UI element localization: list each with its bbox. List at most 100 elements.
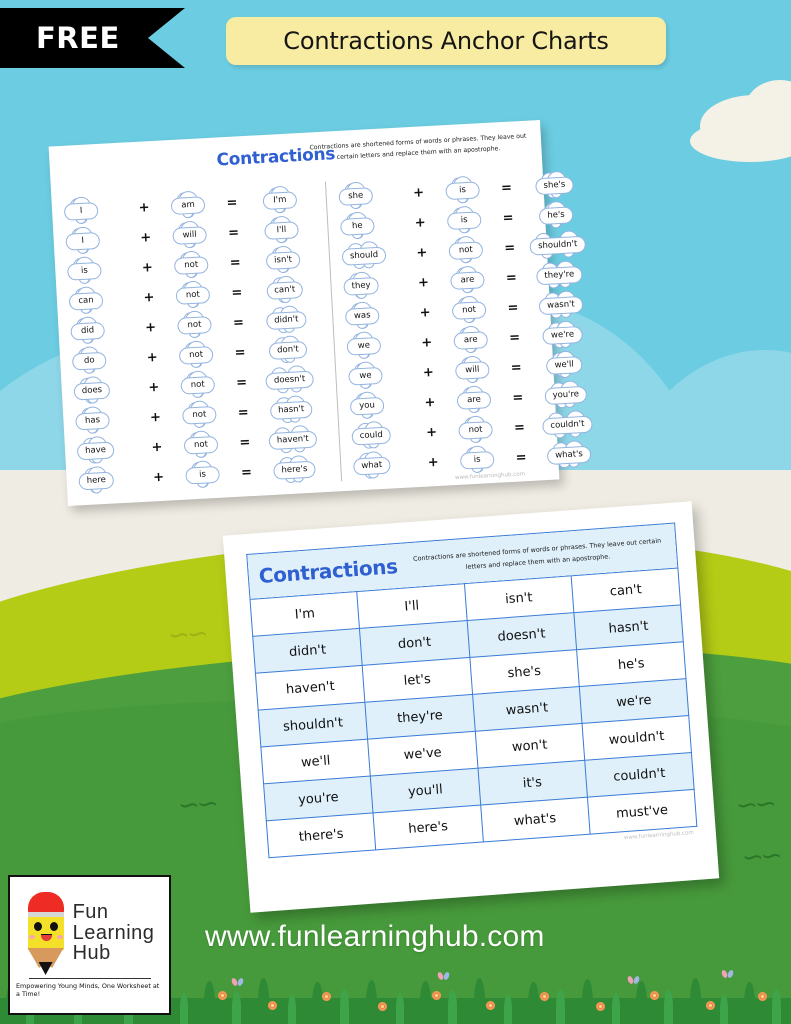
cloud-word-label: is	[80, 265, 89, 276]
cloud-word-label: couldn't	[550, 419, 585, 431]
worksheet2-title: Contractions	[257, 554, 399, 589]
cloud-word: I'll	[241, 219, 322, 243]
flower-icon	[758, 992, 767, 1001]
cloud-word-label: will	[182, 229, 197, 241]
cloud-word-label: should	[349, 249, 379, 262]
cloud-word: does	[73, 379, 146, 404]
cloud-word-label: do	[83, 355, 95, 366]
worksheet-table-chart: Contractions Contractions are shortened …	[222, 501, 720, 913]
cloud-word: can	[68, 289, 142, 314]
cloud-word: not	[158, 315, 231, 338]
cloud-word-label: don't	[276, 344, 300, 356]
cloud-word: here	[78, 469, 151, 494]
flower-icon	[486, 1001, 495, 1010]
plus-operator: +	[144, 319, 157, 336]
cloud-word: she's	[514, 175, 595, 199]
cloud-shape-icon: is	[66, 261, 102, 284]
logo-wordmark: Fun Learning Hub	[72, 902, 155, 965]
cloud-word-label: not	[185, 289, 201, 301]
cloud-shape-icon: we're	[542, 325, 583, 348]
cloud-word: we're	[522, 324, 603, 348]
cloud-shape-icon: not	[448, 240, 484, 263]
cloud-word-label: could	[359, 429, 384, 442]
equals-operator: =	[240, 464, 253, 481]
plus-operator: +	[414, 214, 427, 231]
cloud-word-label: can	[78, 295, 94, 307]
flower-icon	[268, 1001, 277, 1010]
cloud-word: wasn't	[521, 294, 602, 319]
cloud-word: hasn't	[251, 399, 332, 423]
equals-operator: =	[226, 194, 238, 211]
flower-icon	[596, 1002, 605, 1011]
butterfly-icon	[720, 969, 735, 979]
cloud-word-label: is	[473, 454, 481, 466]
cloud-word: is	[428, 210, 501, 234]
cloud-word: here's	[254, 459, 335, 483]
cloud-word: are	[431, 270, 504, 293]
bush-icon: ∽∽	[734, 788, 775, 822]
cloud-word: you	[349, 394, 423, 419]
cloud-word-label: he	[351, 220, 363, 232]
cloud-word-label: here's	[281, 464, 308, 476]
cloud-word: not	[155, 255, 228, 278]
worksheet1-right-column: she + is = she's he + is = he's should + not = shouldn…	[324, 167, 610, 482]
equals-operator: =	[502, 210, 515, 226]
cloud-word-label: did	[80, 325, 95, 337]
cloud-shape-icon: I'm	[262, 190, 298, 213]
cloud-shape-icon: has	[75, 411, 110, 434]
cloud-word-label: what	[361, 459, 383, 472]
cloud-word: can't	[244, 279, 325, 303]
poster-title-pill: Contractions Anchor Charts	[226, 17, 666, 65]
plus-operator: +	[151, 439, 163, 455]
cloud-shape-icon: I	[63, 201, 99, 224]
worksheet-cloud-chart: Contractions Contractions are shortened …	[48, 119, 610, 507]
cloud-word-label: not	[184, 259, 199, 271]
worksheet1-left-column: I + am = I'm I + will = I'll is + not = isn't can + not = c…	[63, 182, 341, 496]
cloud-shape-icon: not	[458, 420, 494, 443]
cloud-word-label: not	[188, 349, 204, 361]
cloud-shape-icon: does	[73, 381, 111, 404]
cloud-word: has	[75, 409, 148, 434]
contractions-table: Contractions Contractions are shortened …	[246, 523, 697, 859]
cloud-shape-icon: shouldn't	[529, 235, 586, 259]
cloud-shape-icon: was	[344, 306, 380, 329]
cloud-word: is	[166, 464, 239, 488]
worksheet1-description: Contractions are shortened forms of word…	[309, 132, 527, 162]
logo-line-3: Hub	[72, 942, 111, 965]
logo-row: Fun Learning Hub	[25, 892, 155, 975]
cloud-word: what's	[529, 444, 610, 468]
cloud-word: he's	[516, 205, 597, 229]
logo-line-2: Learning	[72, 921, 155, 944]
cloud-word: they're	[519, 264, 600, 289]
cloud-word: is	[66, 259, 140, 284]
cloud-shape-icon: can't	[265, 280, 304, 303]
cloud-shape-icon: he's	[538, 205, 574, 229]
cloud-word: will	[436, 360, 509, 383]
equals-operator: =	[515, 449, 527, 466]
plus-operator: +	[427, 454, 440, 471]
cloud-shape-icon: are	[450, 270, 485, 293]
cloud-word-label: has	[84, 415, 101, 426]
cloud-shape-icon: I'll	[264, 220, 299, 243]
cloud-word-label: are	[463, 334, 478, 346]
flower-icon	[706, 1001, 715, 1010]
flower-icon	[218, 991, 227, 1000]
cloud-shape-icon: not	[177, 315, 212, 338]
butterfly-icon	[626, 975, 641, 985]
cloud-word: will	[153, 225, 226, 248]
plus-operator: +	[420, 334, 433, 351]
cloud-word: am	[152, 195, 225, 218]
cloud-shape-icon: I	[65, 231, 101, 254]
cloud-word-label: not	[461, 304, 477, 316]
cloud-shape-icon: are	[453, 330, 489, 353]
cloud-word-label: he's	[547, 209, 566, 221]
cloud-word: don't	[248, 339, 329, 363]
cloud-shape-icon: is	[446, 210, 482, 234]
plus-operator: +	[425, 424, 438, 441]
page-title: Contractions Anchor Charts	[283, 27, 609, 55]
equals-operator: =	[234, 344, 246, 361]
cloud-word-label: we	[359, 370, 372, 382]
cloud-word-label: haven't	[276, 433, 310, 446]
cloud-word-label: she	[347, 190, 364, 202]
